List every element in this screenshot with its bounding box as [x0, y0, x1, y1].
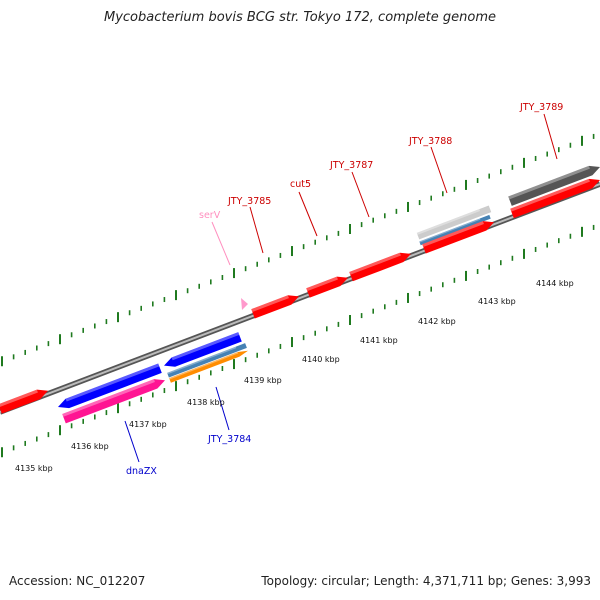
- feature-dnazx: [58, 363, 162, 409]
- feature-track: [0, 165, 600, 424]
- scale-label-4142: 4142 kbp: [418, 317, 456, 326]
- feature-jty3784-steel: [167, 343, 247, 378]
- scale-label-4141: 4141 kbp: [360, 336, 398, 345]
- feature-jty3787: [349, 252, 412, 282]
- scale-label-4135: 4135 kbp: [15, 464, 53, 473]
- leader-lines: [124, 113, 558, 463]
- gene-label-jty3788: JTY_3788: [408, 136, 452, 147]
- gene-label-jty3784: JTY_3784: [207, 434, 251, 445]
- gene-label-cut5: cut5: [290, 179, 311, 190]
- feature-jty3788-blue: [419, 214, 491, 246]
- feature-serv: [241, 298, 248, 310]
- feature-cut5: [306, 276, 348, 298]
- backbone: [0, 181, 600, 415]
- gene-label-jty3789: JTY_3789: [519, 102, 563, 113]
- feature-jty3789-grey: [508, 165, 600, 206]
- scale-label-4143: 4143 kbp: [478, 297, 516, 306]
- scale-label-4140: 4140 kbp: [302, 355, 340, 364]
- feature-jty3784-orange: [169, 350, 248, 383]
- feature-jty3788: [422, 221, 495, 254]
- scale-label-4138: 4138 kbp: [187, 398, 225, 407]
- feature-jty3785: [251, 295, 300, 319]
- feature-rna: [62, 379, 166, 424]
- tick-row-upper: [1, 133, 595, 367]
- gene-label-jty3787: JTY_3787: [329, 160, 373, 171]
- feature-left-red: [0, 389, 49, 414]
- feature-jty3789: [510, 178, 600, 219]
- accession-text: Accession: NC_012207: [9, 574, 146, 588]
- feature-jty3784-blue: [164, 332, 242, 367]
- gene-label-serv: serV: [199, 210, 221, 221]
- scale-label-4136: 4136 kbp: [71, 442, 109, 451]
- gene-labels: JTY_3789 JTY_3788 JTY_3787 cut5 JTY_3785…: [126, 102, 563, 477]
- topology-text: Topology: circular; Length: 4,371,711 bp…: [261, 574, 591, 588]
- scale-label-4137: 4137 kbp: [129, 420, 167, 429]
- gene-label-jty3785: JTY_3785: [227, 196, 271, 207]
- tick-row-lower: [1, 224, 595, 458]
- feature-jty3788-light: [416, 205, 492, 240]
- scale-label-4144: 4144 kbp: [536, 279, 574, 288]
- gene-label-dnazx: dnaZX: [126, 466, 157, 477]
- scale-labels: 4135 kbp 4136 kbp 4137 kbp 4138 kbp 4139…: [15, 279, 574, 473]
- scale-label-4139: 4139 kbp: [244, 376, 282, 385]
- map-title: Mycobacterium bovis BCG str. Tokyo 172, …: [104, 10, 496, 25]
